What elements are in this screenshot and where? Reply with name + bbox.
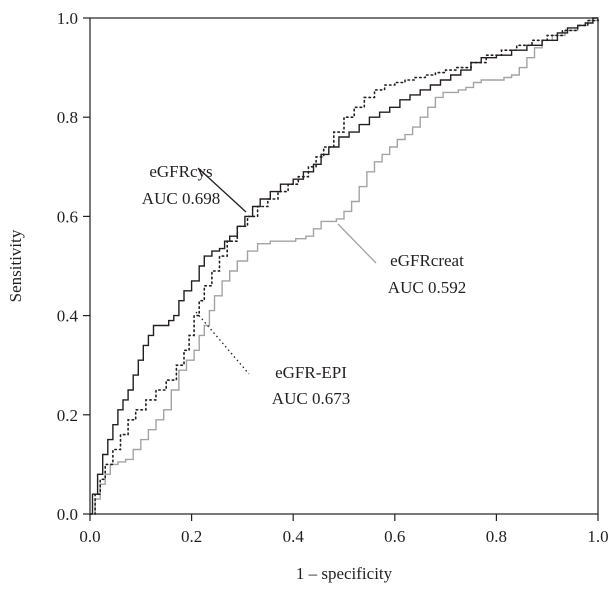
annotation-egfrcreat: eGFRcreat AUC 0.592 <box>338 224 466 297</box>
x-tick-label: 0.6 <box>384 527 405 546</box>
series-line-egfrcreat <box>90 18 598 514</box>
y-tick-label: 1.0 <box>57 9 78 28</box>
annotation-egfrcys-name: eGFRcys <box>149 162 212 181</box>
series-layer <box>90 18 598 514</box>
annotation-egfrcreat-auc: AUC 0.592 <box>388 278 466 297</box>
plot-frame <box>90 18 598 514</box>
annotation-egfrcreat-name: eGFRcreat <box>390 251 464 270</box>
annotation-egfr-epi: eGFR-EPI AUC 0.673 <box>196 312 350 408</box>
x-tick-label: 1.0 <box>587 527 608 546</box>
x-tick-label: 0.0 <box>79 527 100 546</box>
annotation-egfr-epi-leader <box>196 312 249 374</box>
y-axis-title: Sensitivity <box>6 229 25 302</box>
annotation-egfrcys-auc: AUC 0.698 <box>142 189 220 208</box>
series-line-egfrcys <box>90 18 598 514</box>
x-axis-title: 1 – specificity <box>296 564 393 583</box>
y-tick-label: 0.8 <box>57 108 78 127</box>
x-tick-label: 0.8 <box>486 527 507 546</box>
x-tick-label: 0.2 <box>181 527 202 546</box>
x-axis: 0.0 0.2 0.4 0.6 0.8 1.0 <box>79 514 608 546</box>
x-tick-label: 0.4 <box>283 527 305 546</box>
annotation-egfrcys: eGFRcys AUC 0.698 <box>142 162 246 212</box>
y-tick-label: 0.2 <box>57 406 78 425</box>
annotation-egfr-epi-name: eGFR-EPI <box>275 363 347 382</box>
y-tick-label: 0.6 <box>57 207 78 226</box>
annotation-egfrcreat-leader <box>338 224 376 263</box>
y-axis: 0.0 0.2 0.4 0.6 0.8 1.0 <box>57 9 90 524</box>
series-line-egfr-epi <box>90 18 598 514</box>
y-tick-label: 0.0 <box>57 505 78 524</box>
annotation-egfr-epi-auc: AUC 0.673 <box>272 389 350 408</box>
y-tick-label: 0.4 <box>57 307 79 326</box>
